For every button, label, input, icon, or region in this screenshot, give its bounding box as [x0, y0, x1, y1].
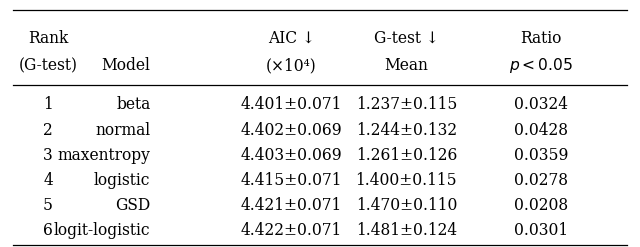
Text: $p < 0.05$: $p < 0.05$	[509, 56, 573, 75]
Text: 1.470±0.110: 1.470±0.110	[356, 197, 457, 214]
Text: 0.0301: 0.0301	[514, 223, 568, 239]
Text: 6: 6	[43, 223, 53, 239]
Text: 5: 5	[43, 197, 53, 214]
Text: logit-logistic: logit-logistic	[54, 223, 150, 239]
Text: beta: beta	[116, 97, 150, 113]
Text: GSD: GSD	[115, 197, 150, 214]
Text: (G-test): (G-test)	[19, 57, 77, 74]
Text: 1.244±0.132: 1.244±0.132	[356, 122, 457, 139]
Text: 1: 1	[43, 97, 53, 113]
Text: 4.402±0.069: 4.402±0.069	[241, 122, 342, 139]
Text: 4: 4	[43, 172, 53, 189]
Text: G-test ↓: G-test ↓	[374, 30, 439, 47]
Text: 4.401±0.071: 4.401±0.071	[241, 97, 342, 113]
Text: Mean: Mean	[385, 57, 428, 74]
Text: Ratio: Ratio	[520, 30, 561, 47]
Text: 2: 2	[43, 122, 53, 139]
Text: 4.415±0.071: 4.415±0.071	[241, 172, 342, 189]
Text: 0.0208: 0.0208	[514, 197, 568, 214]
Text: 4.422±0.071: 4.422±0.071	[241, 223, 342, 239]
Text: 3: 3	[43, 147, 53, 164]
Text: (×10⁴): (×10⁴)	[266, 57, 317, 74]
Text: 1.400±0.115: 1.400±0.115	[356, 172, 457, 189]
Text: AIC ↓: AIC ↓	[268, 30, 315, 47]
Text: 0.0428: 0.0428	[514, 122, 568, 139]
Text: 0.0324: 0.0324	[514, 97, 568, 113]
Text: logistic: logistic	[94, 172, 150, 189]
Text: 4.403±0.069: 4.403±0.069	[241, 147, 342, 164]
Text: Rank: Rank	[28, 30, 68, 47]
Text: maxentropy: maxentropy	[58, 147, 150, 164]
Text: 1.481±0.124: 1.481±0.124	[356, 223, 457, 239]
Text: 0.0359: 0.0359	[514, 147, 568, 164]
Text: Model: Model	[102, 57, 150, 74]
Text: normal: normal	[95, 122, 150, 139]
Text: 4.421±0.071: 4.421±0.071	[241, 197, 342, 214]
Text: 0.0278: 0.0278	[514, 172, 568, 189]
Text: 1.237±0.115: 1.237±0.115	[356, 97, 457, 113]
Text: 1.261±0.126: 1.261±0.126	[356, 147, 457, 164]
